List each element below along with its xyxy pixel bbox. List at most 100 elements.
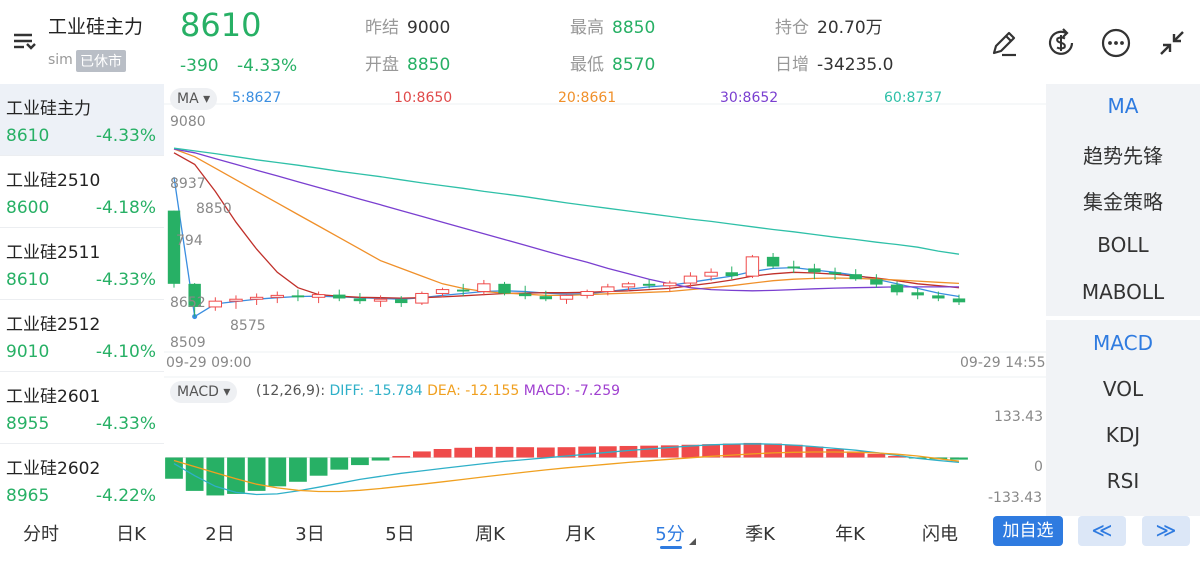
indicator-maboll[interactable]: MABOLL [1081, 280, 1165, 304]
macd-bar [474, 446, 493, 458]
kline-chart[interactable]: MA ▾ 5:8627 10:8650 20:8661 30:8652 60:8… [164, 84, 1046, 516]
next-button[interactable]: ≫ [1142, 516, 1190, 546]
tab-3day[interactable]: 3日 [295, 524, 325, 545]
indicator-ma[interactable]: MA [1107, 94, 1139, 118]
candle-body [704, 271, 718, 277]
candle-body [311, 294, 326, 298]
macd-diff: DIFF: -15.784 [329, 383, 423, 399]
contract-pct: -4.33% [95, 414, 156, 434]
candle-body [725, 272, 738, 277]
indicator-vol[interactable]: VOL [1102, 377, 1144, 401]
macd-bar [165, 457, 183, 479]
candle-body [291, 295, 305, 298]
candle-body [580, 291, 594, 296]
collapse-icon[interactable] [1155, 26, 1189, 60]
ma-selector[interactable]: MA ▾ [170, 88, 218, 110]
macd-bar [888, 455, 906, 458]
dea-line [173, 451, 960, 493]
candle-body [518, 293, 532, 297]
macd-bar [846, 451, 865, 458]
tab-5min[interactable]: 5分 [655, 524, 685, 545]
candle-body [663, 282, 677, 287]
contract-pct: -4.10% [95, 342, 156, 362]
tab-5day[interactable]: 5日 [385, 524, 415, 545]
candle-body [249, 296, 264, 300]
contract-name: 工业硅2512 [6, 315, 101, 335]
tab-season[interactable]: 季K [745, 524, 775, 545]
macd-bar [309, 457, 328, 476]
indicator-boll[interactable]: BOLL [1097, 233, 1149, 257]
contract-price: 8965 [6, 486, 50, 506]
prev-button[interactable]: ≪ [1078, 516, 1126, 546]
ma10-value: 10:8650 [394, 90, 453, 106]
tab-day[interactable]: 日K [116, 524, 146, 545]
stat-daily-change: 日增 -34235.0 [775, 55, 894, 75]
candle-body [745, 256, 760, 277]
contract-item[interactable]: 工业硅2601 8955 -4.33% [0, 372, 164, 444]
ma60-line [173, 147, 960, 255]
indicator-trend[interactable]: 趋势先锋 [1083, 144, 1163, 168]
annotation-label: 8850 [196, 201, 232, 217]
macd-bar [867, 453, 886, 458]
product-name[interactable]: 工业硅主力 [48, 16, 144, 38]
pen-icon[interactable] [987, 26, 1021, 60]
indicator-rsi[interactable]: RSI [1106, 469, 1140, 493]
candle-body [952, 298, 966, 303]
annotation-label: 794 [176, 233, 203, 249]
macd-bar [578, 446, 597, 458]
macd-bar [454, 447, 473, 458]
candle-body [911, 292, 924, 296]
more-icon[interactable] [1099, 26, 1133, 60]
dollar-icon[interactable] [1044, 26, 1078, 60]
macd-axis-zero: 0 [1034, 459, 1043, 475]
time-axis-start: 09-29 09:00 [166, 355, 252, 371]
chart-canvas[interactable] [164, 84, 1046, 516]
contract-item[interactable]: 工业硅主力 8610 -4.33% [0, 84, 164, 156]
tab-month[interactable]: 月K [565, 524, 595, 545]
contract-item[interactable]: 工业硅2512 9010 -4.10% [0, 300, 164, 372]
contract-item[interactable]: 工业硅2511 8610 -4.33% [0, 228, 164, 300]
candle-body [167, 210, 181, 284]
dropdown-caret-icon[interactable] [689, 538, 696, 545]
tab-fenshi[interactable]: 分时 [23, 524, 59, 545]
candle-body [208, 300, 223, 308]
macd-bar [722, 443, 741, 458]
indicator-capital[interactable]: 集金策略 [1083, 190, 1163, 214]
macd-bar [516, 447, 535, 458]
candle-body [621, 283, 636, 288]
candle-body [498, 283, 511, 294]
menu-icon[interactable] [10, 26, 40, 56]
macd-bar [826, 449, 844, 458]
macd-axis-bottom: -133.43 [988, 490, 1043, 506]
contract-price: 8610 [6, 126, 50, 146]
candle-body [415, 292, 429, 304]
tab-year[interactable]: 年K [835, 524, 865, 545]
contract-name: 工业硅2601 [6, 387, 101, 407]
diff-line [173, 443, 960, 496]
candle-body [601, 286, 615, 293]
candle-body [188, 283, 201, 307]
time-axis-end: 09-29 14:55 [960, 355, 1046, 371]
tab-week[interactable]: 周K [475, 524, 505, 545]
indicator-macd[interactable]: MACD [1093, 331, 1153, 355]
contract-item[interactable]: 工业硅2602 8965 -4.22% [0, 444, 164, 516]
active-tab-indicator [660, 546, 682, 549]
stat-open-interest: 持仓 20.70万 [775, 18, 883, 38]
tab-flash[interactable]: 闪电 [922, 524, 958, 545]
add-watchlist-button[interactable]: 加自选 [993, 516, 1063, 546]
tab-2day[interactable]: 2日 [205, 524, 235, 545]
candle-body [539, 296, 553, 300]
quote-header: 工业硅主力 sim 已休市 8610 -390 -4.33% 昨结 9000 开盘… [0, 0, 1200, 84]
stat-open: 开盘 8850 [365, 55, 451, 75]
candle-body [683, 275, 698, 284]
contract-pct: -4.18% [95, 198, 156, 218]
indicator-kdj[interactable]: KDJ [1105, 423, 1141, 447]
candle-body [270, 294, 284, 298]
contract-item[interactable]: 工业硅2510 8600 -4.18% [0, 156, 164, 228]
macd-selector[interactable]: MACD ▾ [170, 381, 238, 403]
candle-body [787, 266, 800, 269]
macd-bar [289, 457, 307, 482]
macd-bar [681, 444, 700, 458]
candle-body [808, 268, 821, 273]
candle-body [457, 289, 470, 292]
